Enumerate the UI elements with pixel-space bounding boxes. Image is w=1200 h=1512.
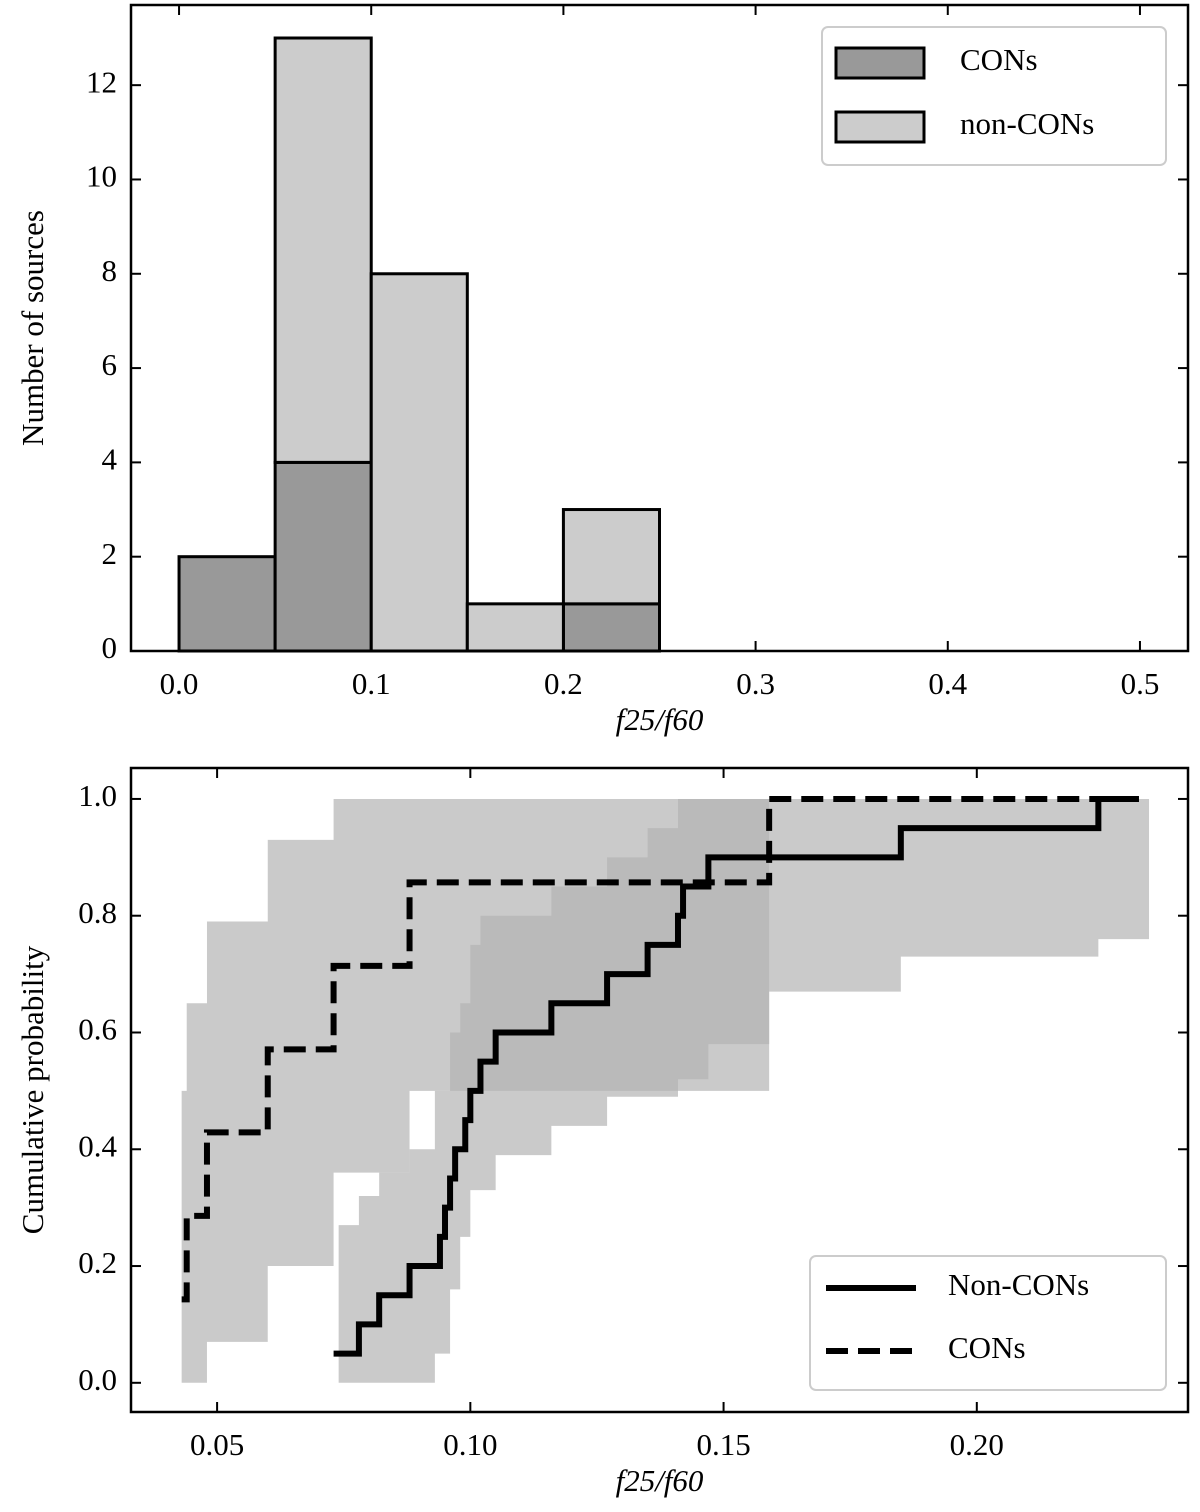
x-axis-label: f25/f60 bbox=[616, 1463, 704, 1498]
bar bbox=[273, 36, 373, 464]
y-axis-label: Cumulative probability bbox=[15, 945, 50, 1234]
x-tick-label: 0.5 bbox=[1121, 666, 1160, 701]
x-tick-label: 0.1 bbox=[352, 666, 391, 701]
bar bbox=[369, 272, 469, 653]
legend-label: non-CONs bbox=[960, 106, 1094, 141]
axes-frame bbox=[129, 766, 1190, 1414]
legend-swatch bbox=[834, 46, 926, 80]
x-tick-label: 0.0 bbox=[160, 666, 199, 701]
confidence-band bbox=[338, 798, 1150, 1383]
bar bbox=[465, 602, 565, 653]
y-tick-label: 0.4 bbox=[78, 1128, 117, 1163]
step-line bbox=[181, 795, 1139, 1303]
y-tick-label: 0.0 bbox=[78, 1362, 117, 1397]
y-tick-label: 12 bbox=[86, 64, 117, 99]
y-tick-label: 2 bbox=[102, 536, 118, 571]
y-tick-label: 0.6 bbox=[78, 1012, 117, 1047]
legend-swatch bbox=[834, 110, 926, 144]
x-tick-label: 0.3 bbox=[736, 666, 775, 701]
y-tick-label: 4 bbox=[102, 441, 118, 476]
x-tick-label: 0.20 bbox=[950, 1427, 1004, 1462]
x-tick-label: 0.2 bbox=[544, 666, 583, 701]
x-tick-label: 0.10 bbox=[443, 1427, 497, 1462]
bar bbox=[561, 602, 662, 653]
x-axis-label: f25/f60 bbox=[616, 702, 704, 737]
step-line bbox=[333, 795, 1139, 1357]
x-tick-label: 0.4 bbox=[928, 666, 967, 701]
legend-label: Non-CONs bbox=[948, 1267, 1089, 1302]
legend-label: CONs bbox=[948, 1330, 1026, 1365]
y-tick-label: 10 bbox=[86, 159, 117, 194]
x-tick-label: 0.15 bbox=[696, 1427, 750, 1462]
y-tick-label: 6 bbox=[102, 347, 118, 382]
x-tick-label: 0.05 bbox=[190, 1427, 244, 1462]
y-tick-label: 0 bbox=[102, 630, 118, 665]
y-axis-label: Number of sources bbox=[15, 210, 50, 446]
axes-frame bbox=[129, 3, 1190, 653]
y-tick-label: 1.0 bbox=[78, 778, 117, 813]
y-tick-label: 0.8 bbox=[78, 895, 117, 930]
legend-label: CONs bbox=[960, 42, 1038, 77]
bar bbox=[273, 460, 373, 653]
bar bbox=[561, 508, 662, 606]
y-tick-label: 0.2 bbox=[78, 1245, 117, 1280]
bar bbox=[177, 555, 277, 653]
y-tick-label: 8 bbox=[102, 253, 118, 288]
